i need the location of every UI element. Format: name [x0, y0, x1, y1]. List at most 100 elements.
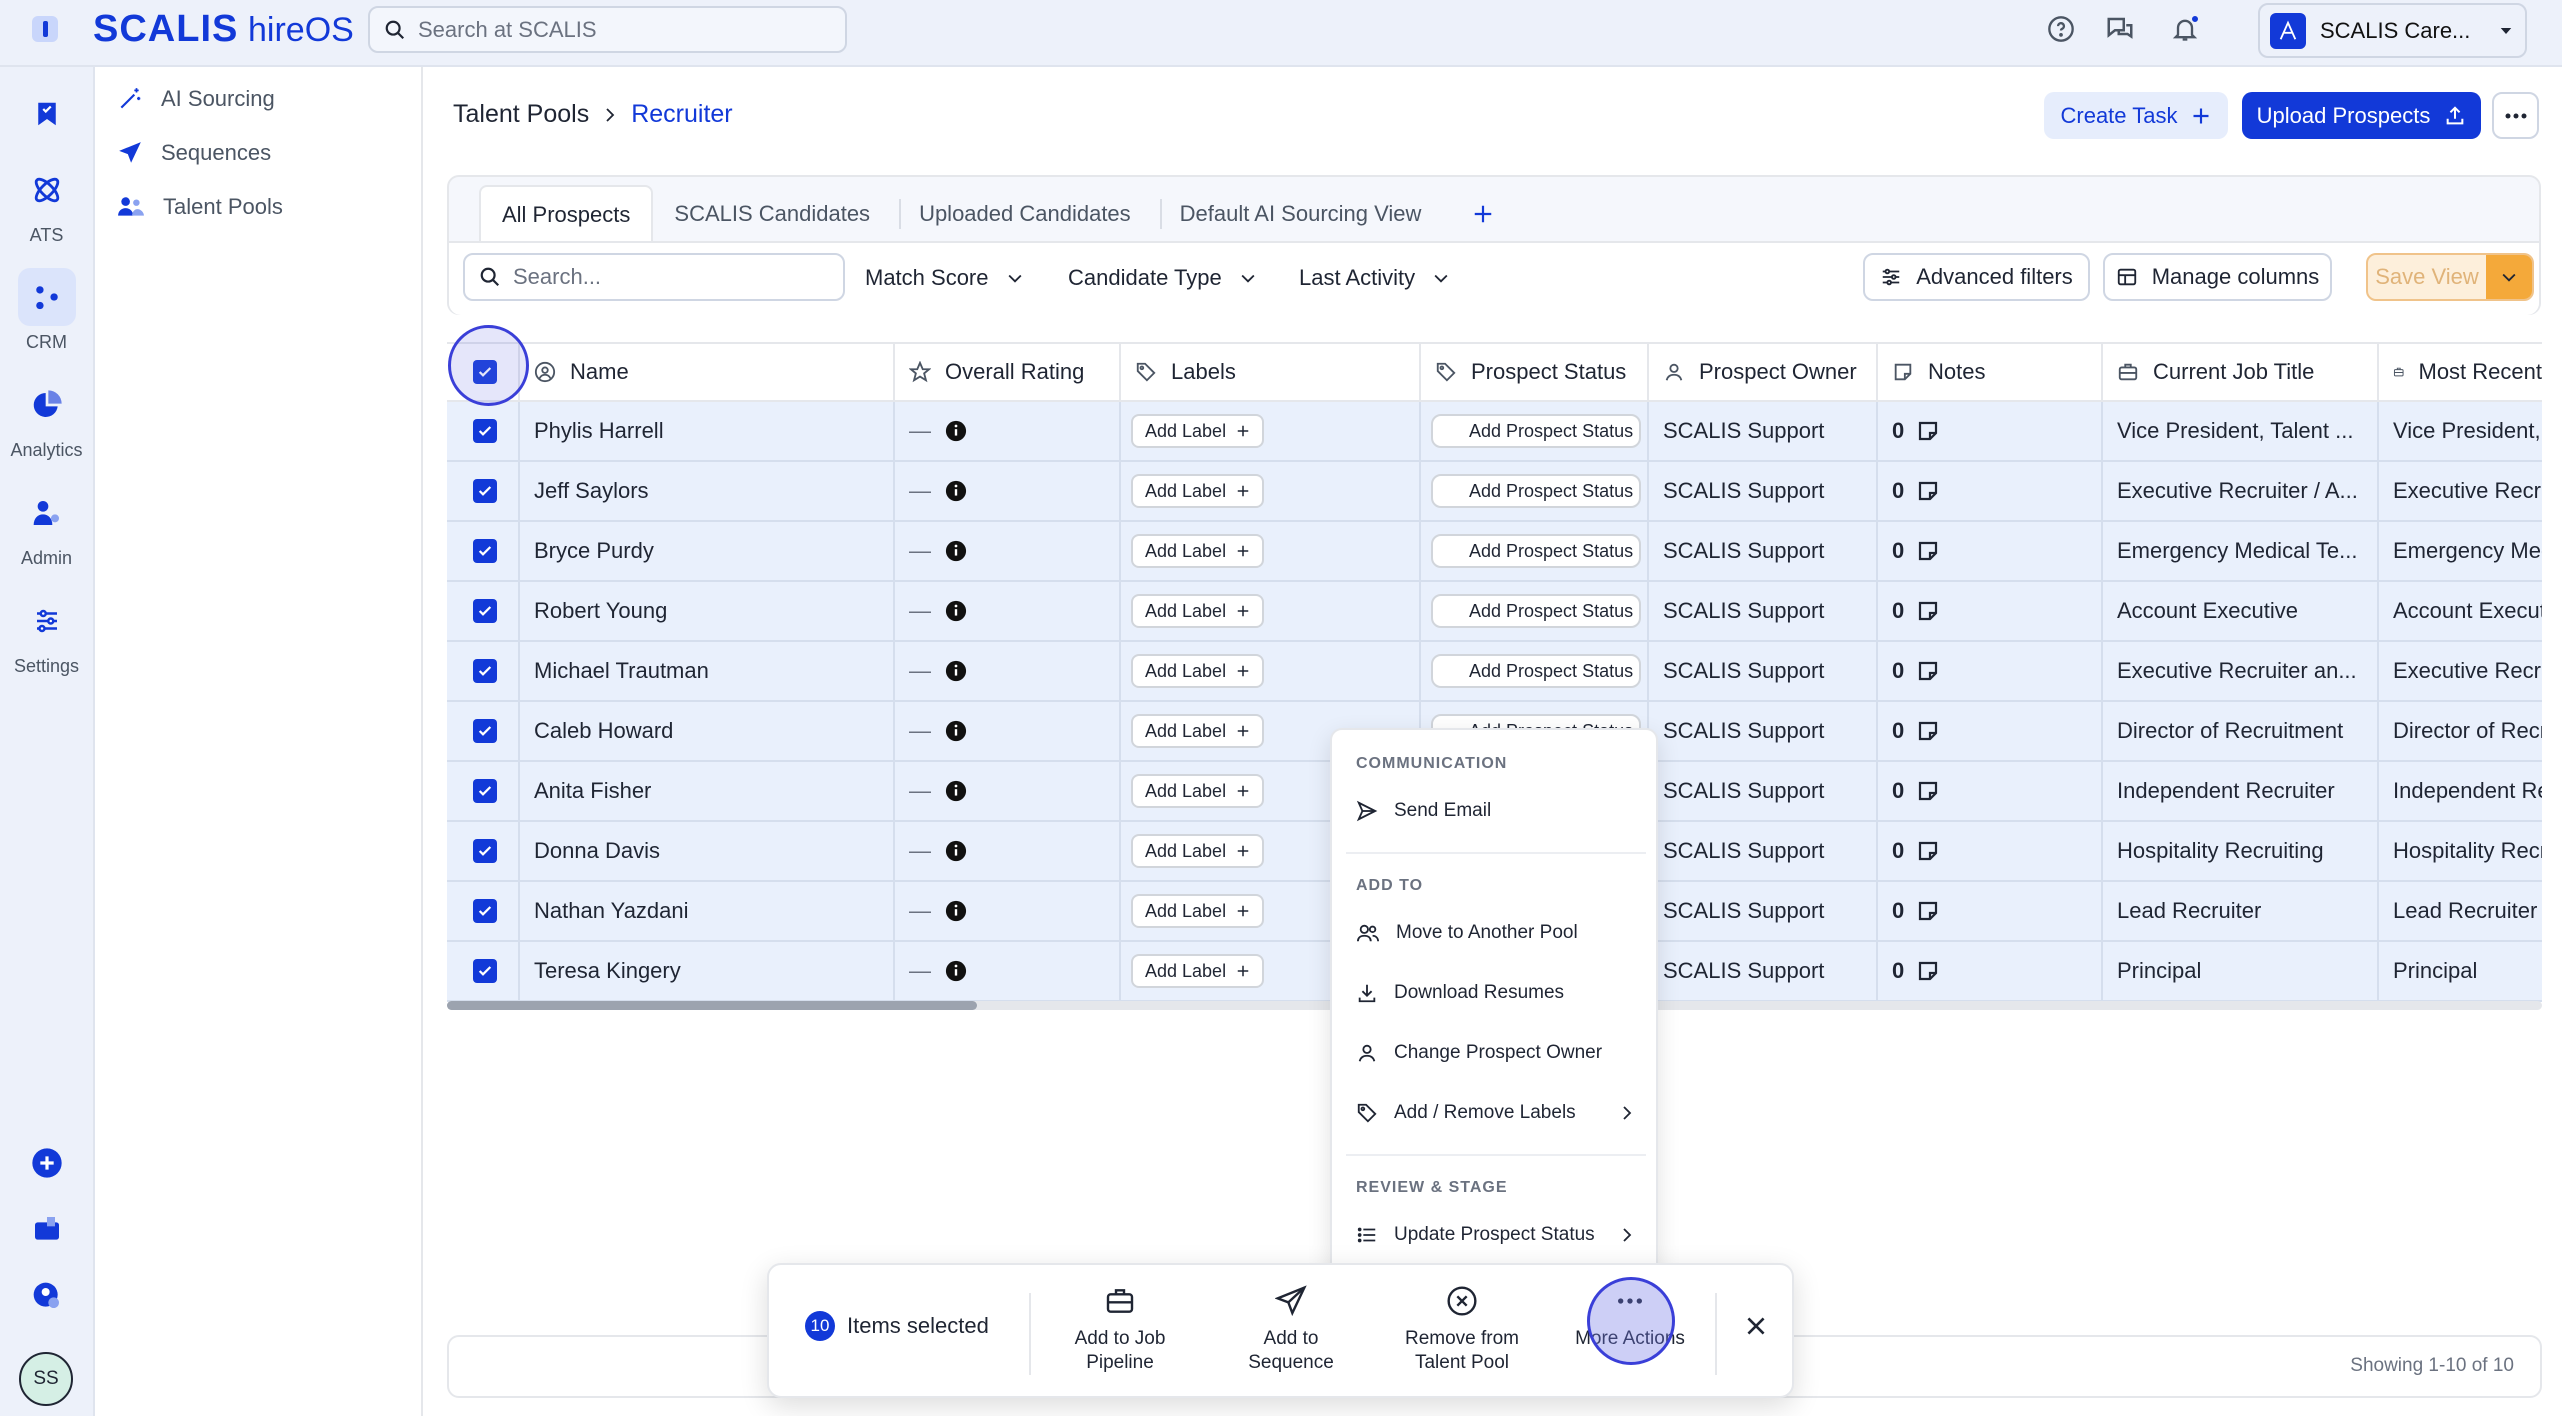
notes-cell[interactable]: 0: [1878, 642, 2103, 700]
sticky-note-icon[interactable]: [1916, 419, 1940, 443]
match-score-dropdown[interactable]: Match Score: [865, 265, 1025, 291]
info-icon[interactable]: [945, 840, 967, 862]
column-header-most-recent[interactable]: Most Recent: [2379, 344, 2542, 400]
prospect-name[interactable]: Anita Fisher: [534, 778, 652, 803]
name-cell[interactable]: Donna Davis: [520, 822, 895, 880]
name-cell[interactable]: Michael Trautman: [520, 642, 895, 700]
create-task-button[interactable]: Create Task: [2044, 92, 2228, 139]
info-icon[interactable]: [945, 960, 967, 982]
prospect-name[interactable]: Jeff Saylors: [534, 478, 649, 503]
column-header-notes[interactable]: Notes: [1878, 344, 2103, 400]
notes-cell[interactable]: 0: [1878, 942, 2103, 1000]
prospect-name[interactable]: Teresa Kingery: [534, 958, 681, 983]
table-row[interactable]: Robert Young — Add Label Add Prospect Statu…: [447, 582, 2542, 642]
row-checkbox[interactable]: [473, 959, 497, 983]
row-checkbox[interactable]: [473, 779, 497, 803]
add-label-button[interactable]: Add Label: [1131, 654, 1265, 688]
brand-logo[interactable]: SCALIS: [93, 8, 239, 50]
table-row[interactable]: Bryce Purdy — Add Label Add Prospect Status…: [447, 522, 2542, 582]
info-icon[interactable]: [945, 600, 967, 622]
info-icon[interactable]: [945, 660, 967, 682]
add-label-button[interactable]: Add Label: [1131, 534, 1265, 568]
notes-cell[interactable]: 0: [1878, 702, 2103, 760]
sticky-note-icon[interactable]: [1916, 779, 1940, 803]
sticky-note-icon[interactable]: [1916, 659, 1940, 683]
table-row[interactable]: Michael Trautman — Add Label Add Prospect S…: [447, 642, 2542, 702]
info-icon[interactable]: [945, 780, 967, 802]
info-icon[interactable]: [945, 900, 967, 922]
subnav-item-sequences[interactable]: Sequences: [117, 140, 271, 166]
prospect-name[interactable]: Nathan Yazdani: [534, 898, 689, 923]
add-label-button[interactable]: Add Label: [1131, 954, 1265, 988]
sticky-note-icon[interactable]: [1916, 539, 1940, 563]
menu-item-send-email[interactable]: Send Email: [1356, 800, 1636, 822]
row-checkbox[interactable]: [473, 419, 497, 443]
row-checkbox[interactable]: [473, 719, 497, 743]
table-search-input[interactable]: Search...: [463, 253, 845, 301]
notifications-bell-icon[interactable]: [2168, 12, 2202, 46]
user-avatar[interactable]: SS: [19, 1352, 73, 1406]
column-header-name[interactable]: Name: [520, 344, 895, 400]
prospect-name[interactable]: Phylis Harrell: [534, 418, 664, 443]
menu-item-update-status[interactable]: Update Prospect Status: [1356, 1224, 1636, 1246]
add-to-job-pipeline-button[interactable]: Add to Job Pipeline: [1050, 1285, 1190, 1375]
tab-scalis-candidates[interactable]: SCALIS Candidates: [674, 201, 871, 226]
row-checkbox[interactable]: [473, 599, 497, 623]
add-label-button[interactable]: Add Label: [1131, 594, 1265, 628]
name-cell[interactable]: Bryce Purdy: [520, 522, 895, 580]
name-cell[interactable]: Robert Young: [520, 582, 895, 640]
notes-cell[interactable]: 0: [1878, 762, 2103, 820]
info-icon[interactable]: [945, 480, 967, 502]
row-checkbox[interactable]: [473, 899, 497, 923]
column-header-labels[interactable]: Labels: [1121, 344, 1421, 400]
chat-icon[interactable]: [2103, 12, 2137, 46]
sidebar-toggle-icon[interactable]: [32, 16, 58, 42]
sticky-note-icon[interactable]: [1916, 599, 1940, 623]
save-view-dropdown[interactable]: [2486, 255, 2532, 299]
column-header-status[interactable]: Prospect Status: [1421, 344, 1649, 400]
name-cell[interactable]: Phylis Harrell: [520, 402, 895, 460]
subnav-item-talent-pools[interactable]: Talent Pools: [117, 194, 283, 220]
breadcrumb-parent[interactable]: Talent Pools: [453, 100, 590, 128]
add-label-button[interactable]: Add Label: [1131, 714, 1265, 748]
remove-from-talent-pool-button[interactable]: Remove from Talent Pool: [1392, 1285, 1532, 1375]
prospect-name[interactable]: Caleb Howard: [534, 718, 674, 743]
upload-prospects-button[interactable]: Upload Prospects: [2242, 92, 2481, 139]
last-activity-dropdown[interactable]: Last Activity: [1299, 265, 1451, 291]
table-row[interactable]: Jeff Saylors — Add Label Add Prospect Statu…: [447, 462, 2542, 522]
name-cell[interactable]: Anita Fisher: [520, 762, 895, 820]
add-label-button[interactable]: Add Label: [1131, 774, 1265, 808]
name-cell[interactable]: Nathan Yazdani: [520, 882, 895, 940]
advanced-filters-button[interactable]: Advanced filters: [1863, 253, 2090, 301]
rail-item-settings[interactable]: Settings: [0, 592, 93, 677]
rail-add-button[interactable]: [0, 1134, 93, 1192]
menu-item-change-owner[interactable]: Change Prospect Owner: [1356, 1042, 1636, 1064]
tab-all-prospects[interactable]: All Prospects: [479, 185, 654, 243]
prospect-name[interactable]: Donna Davis: [534, 838, 660, 863]
close-action-bar-button[interactable]: [1743, 1313, 1769, 1339]
notes-cell[interactable]: 0: [1878, 402, 2103, 460]
candidate-type-dropdown[interactable]: Candidate Type: [1068, 265, 1258, 291]
tab-uploaded-candidates[interactable]: Uploaded Candidates: [919, 201, 1131, 226]
column-header-owner[interactable]: Prospect Owner: [1649, 344, 1878, 400]
sticky-note-icon[interactable]: [1916, 719, 1940, 743]
row-checkbox[interactable]: [473, 479, 497, 503]
sticky-note-icon[interactable]: [1916, 839, 1940, 863]
add-label-button[interactable]: Add Label: [1131, 474, 1265, 508]
rail-item-admin[interactable]: Admin: [0, 484, 93, 569]
notes-cell[interactable]: 0: [1878, 882, 2103, 940]
row-checkbox[interactable]: [473, 539, 497, 563]
scrollbar-thumb[interactable]: [447, 1001, 977, 1010]
column-header-job-title[interactable]: Current Job Title: [2103, 344, 2379, 400]
global-search-input[interactable]: Search at SCALIS: [368, 6, 847, 53]
add-prospect-status-button[interactable]: Add Prospect Status: [1431, 654, 1641, 688]
help-icon[interactable]: [2044, 12, 2078, 46]
add-label-button[interactable]: Add Label: [1131, 894, 1265, 928]
add-prospect-status-button[interactable]: Add Prospect Status: [1431, 534, 1641, 568]
column-header-rating[interactable]: Overall Rating: [895, 344, 1121, 400]
notes-cell[interactable]: 0: [1878, 462, 2103, 520]
name-cell[interactable]: Jeff Saylors: [520, 462, 895, 520]
sticky-note-icon[interactable]: [1916, 479, 1940, 503]
prospect-name[interactable]: Robert Young: [534, 598, 668, 623]
notes-cell[interactable]: 0: [1878, 582, 2103, 640]
